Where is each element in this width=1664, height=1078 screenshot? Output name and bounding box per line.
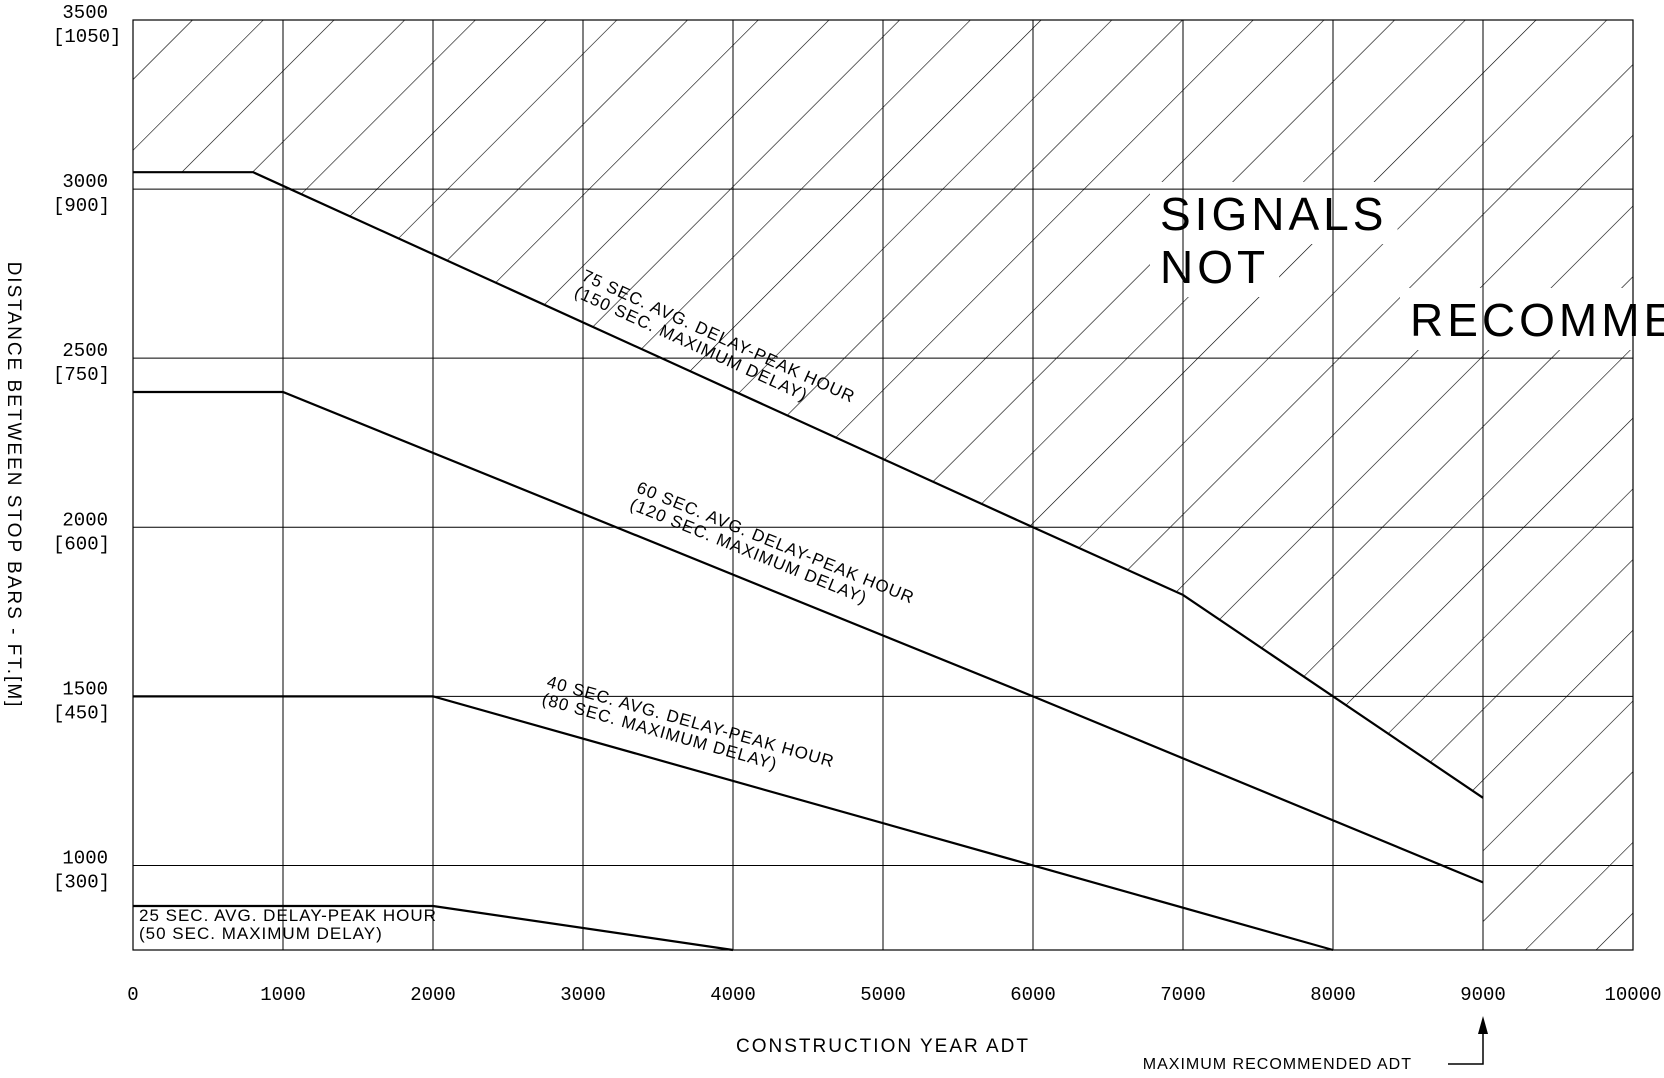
max-adt-arrow-line [1448,1030,1484,1065]
x-tick-label: 9000 [1460,984,1506,1006]
x-tick-label: 0 [127,984,138,1006]
series-lines [133,171,1484,952]
curve-label-2: 40 SEC. AVG. DELAY-PEAK HOUR(80 SEC. MAX… [540,672,837,774]
x-tick-label: 10000 [1604,984,1661,1006]
y-tick-label: 1000 [62,847,108,869]
x-tick-label: 5000 [860,984,906,1006]
x-tick-label: 4000 [710,984,756,1006]
label-backgrounds [1150,182,1664,350]
y-tick-sublabel: [900] [53,195,110,217]
region-label-line-1: SIGNALS [1160,188,1387,240]
y-tick-sublabel: [300] [53,871,110,893]
y-tick-label: 2000 [62,509,108,531]
series-line-3 [133,390,1484,884]
region-label-line-3: RECOMMENDED [1410,294,1664,346]
plot-border [132,19,1634,951]
y-tick-sublabel: [750] [53,364,110,386]
curve-labels: 25 SEC. AVG. DELAY-PEAK HOUR(50 SEC. MAX… [139,266,917,943]
y-tick-label: 3000 [62,171,108,193]
y-tick-label: 3500 [62,2,108,24]
max-adt-label: MAXIMUM RECOMMENDED ADT [1143,1056,1412,1073]
region-label-line-2: NOT [1160,241,1269,293]
x-tick-label: 6000 [1010,984,1056,1006]
curve-label-line: (120 SEC. MAXIMUM DELAY) [627,495,870,608]
series-line-4 [133,171,1484,799]
x-tick-label: 1000 [260,984,306,1006]
series-line-1 [133,904,734,952]
region-label-mask [1150,182,1398,244]
x-tick-labels: 0 1000 2000 3000 4000 5000 6000 7000 8000 9000 100… [127,984,1661,1006]
curve-label-3: 60 SEC. AVG. DELAY-PEAK HOUR(120 SEC. MA… [627,478,917,608]
y-tick-sublabel: [1050] [53,26,121,48]
y-tick-label: 1500 [62,678,108,700]
y-tick-sublabel: [450] [53,702,110,724]
max-adt-annotation: MAXIMUM RECOMMENDED ADT [1143,1016,1488,1073]
x-tick-label: 2000 [410,984,456,1006]
y-axis-title: DISTANCE BETWEEN STOP BARS - FT.[M] [3,262,24,709]
y-tick-labels: 1000[300] 1500[450] 2000[600] 2500[750] 3000… [53,2,121,893]
x-axis-title: CONSTRUCTION YEAR ADT [736,1036,1030,1057]
x-tick-label: 7000 [1160,984,1206,1006]
max-adt-arrow-head [1478,1016,1488,1034]
region-label-mask [1150,235,1280,297]
x-tick-label: 8000 [1310,984,1356,1006]
series-line-2 [133,695,1334,952]
curve-label-line: (50 SEC. MAXIMUM DELAY) [139,924,383,943]
curve-label-line: 60 SEC. AVG. DELAY-PEAK HOUR [634,478,917,608]
curve-label-line: 25 SEC. AVG. DELAY-PEAK HOUR [139,906,437,925]
region-label-mask [1400,288,1664,350]
curve-label-line: 40 SEC. AVG. DELAY-PEAK HOUR [545,672,837,771]
y-tick-sublabel: [600] [53,533,110,555]
x-tick-label: 3000 [560,984,606,1006]
y-tick-label: 2500 [62,340,108,362]
curve-label-1: 25 SEC. AVG. DELAY-PEAK HOUR(50 SEC. MAX… [139,906,437,943]
